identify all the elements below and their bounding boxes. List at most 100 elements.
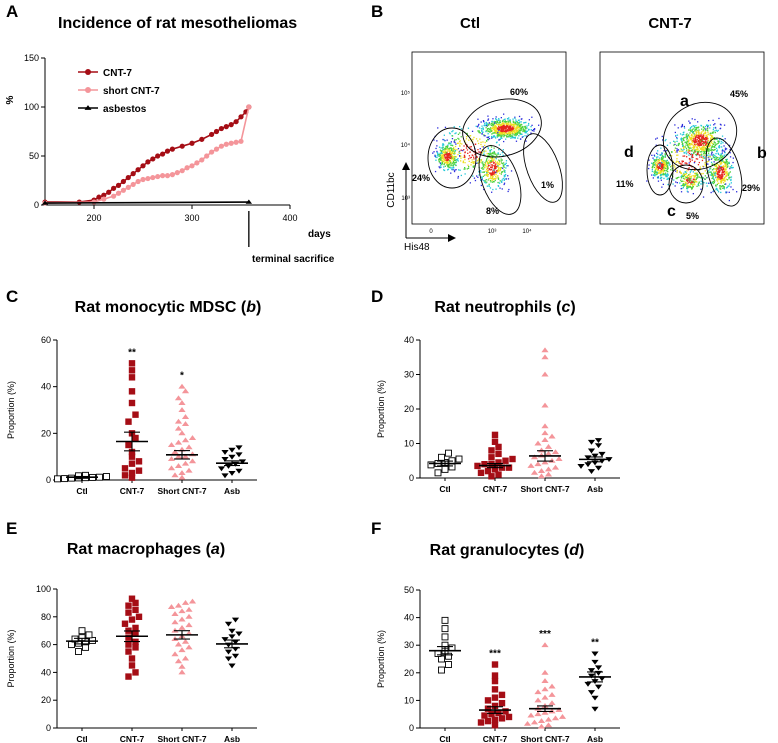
flow-event (444, 165, 446, 167)
flow-event (515, 134, 517, 137)
flow-event (717, 189, 719, 191)
flow-event (667, 167, 669, 169)
data-point (587, 469, 596, 475)
flow-event (699, 138, 701, 140)
flow-event (482, 166, 484, 168)
flow-event (725, 165, 727, 167)
flow-event (451, 138, 454, 140)
flow-event (495, 163, 497, 165)
flow-event (491, 166, 493, 168)
flow-event (687, 135, 690, 137)
flow-event (530, 129, 532, 131)
flow-event (485, 164, 487, 166)
flow-event (661, 186, 663, 188)
flow-event (447, 144, 449, 146)
flow-event (713, 149, 716, 151)
flow-event (509, 120, 511, 122)
flow-event (451, 162, 453, 165)
flow-event (685, 142, 688, 144)
flow-event (512, 121, 515, 124)
flow-event (503, 174, 505, 176)
data-point (534, 697, 542, 703)
flow-event (443, 169, 446, 172)
flow-event (445, 159, 447, 161)
flow-event (492, 153, 494, 155)
flow-event (686, 162, 688, 165)
flow-event (467, 167, 470, 169)
flow-event (491, 133, 493, 135)
flow-event (461, 143, 463, 145)
flow-event (712, 155, 714, 157)
flow-event (442, 155, 444, 157)
flow-event (447, 166, 449, 168)
chart-ytick-label: 40 (41, 667, 51, 677)
flow-event (487, 124, 490, 126)
flow-event (491, 167, 493, 169)
flow-event (700, 139, 702, 142)
flow-event (489, 187, 492, 189)
flow-event (485, 127, 487, 129)
flow-event (507, 118, 509, 120)
flow-event (493, 135, 496, 137)
flow-event (694, 145, 696, 147)
flow-event (468, 155, 471, 157)
flow-event (516, 132, 518, 134)
flow-event (454, 132, 456, 135)
flow-event (648, 164, 650, 166)
flow-event (701, 183, 703, 185)
flow-event (701, 149, 703, 151)
flow-event (482, 141, 484, 143)
flow-event (662, 173, 664, 175)
flow-event (492, 164, 494, 167)
flow-event (482, 120, 485, 122)
flow-event (685, 147, 688, 149)
flow-event (719, 168, 721, 170)
flow-event (486, 158, 488, 160)
flow-event (716, 143, 718, 145)
flow-event (694, 118, 696, 121)
flow-event (687, 187, 689, 189)
flow-event (440, 156, 442, 158)
data-point (448, 463, 456, 471)
data-point (541, 347, 549, 353)
flow-event (689, 144, 691, 146)
chart-ytick-label: 20 (404, 404, 414, 414)
flow-event (684, 162, 686, 164)
data-point (555, 456, 563, 461)
flow-event (479, 132, 481, 134)
flow-event (492, 121, 494, 123)
flow-event (484, 144, 486, 147)
flow-event (456, 149, 458, 151)
data-point (171, 449, 179, 454)
series-line-2 (44, 201, 249, 204)
data-point (441, 616, 449, 624)
data-point (541, 430, 549, 436)
flow-event (439, 155, 441, 157)
flow-event (488, 168, 490, 171)
flow-event (686, 185, 688, 187)
flow-event (520, 127, 522, 129)
chart-ytick-label: 0 (409, 723, 414, 733)
flow-event (450, 151, 452, 153)
flow-event (665, 170, 667, 172)
data-point (128, 367, 136, 374)
flow-event (705, 135, 707, 137)
series-point (145, 175, 151, 182)
data-point (584, 681, 592, 687)
series-point (238, 114, 244, 120)
flow-event (692, 142, 694, 144)
flow-event (508, 188, 510, 191)
flow-event (464, 156, 466, 159)
flow-event (717, 152, 719, 154)
flow-event (707, 150, 709, 152)
flow-event (665, 138, 667, 141)
flow-event (516, 125, 518, 128)
series-point (101, 192, 107, 198)
flow-event (444, 156, 446, 158)
data-point (181, 421, 190, 426)
flow-event (526, 130, 528, 132)
significance-marker: *** (489, 649, 501, 660)
flow-event (497, 178, 500, 180)
series-point (140, 163, 146, 169)
chart-a-ytick-label: 50 (29, 151, 39, 161)
